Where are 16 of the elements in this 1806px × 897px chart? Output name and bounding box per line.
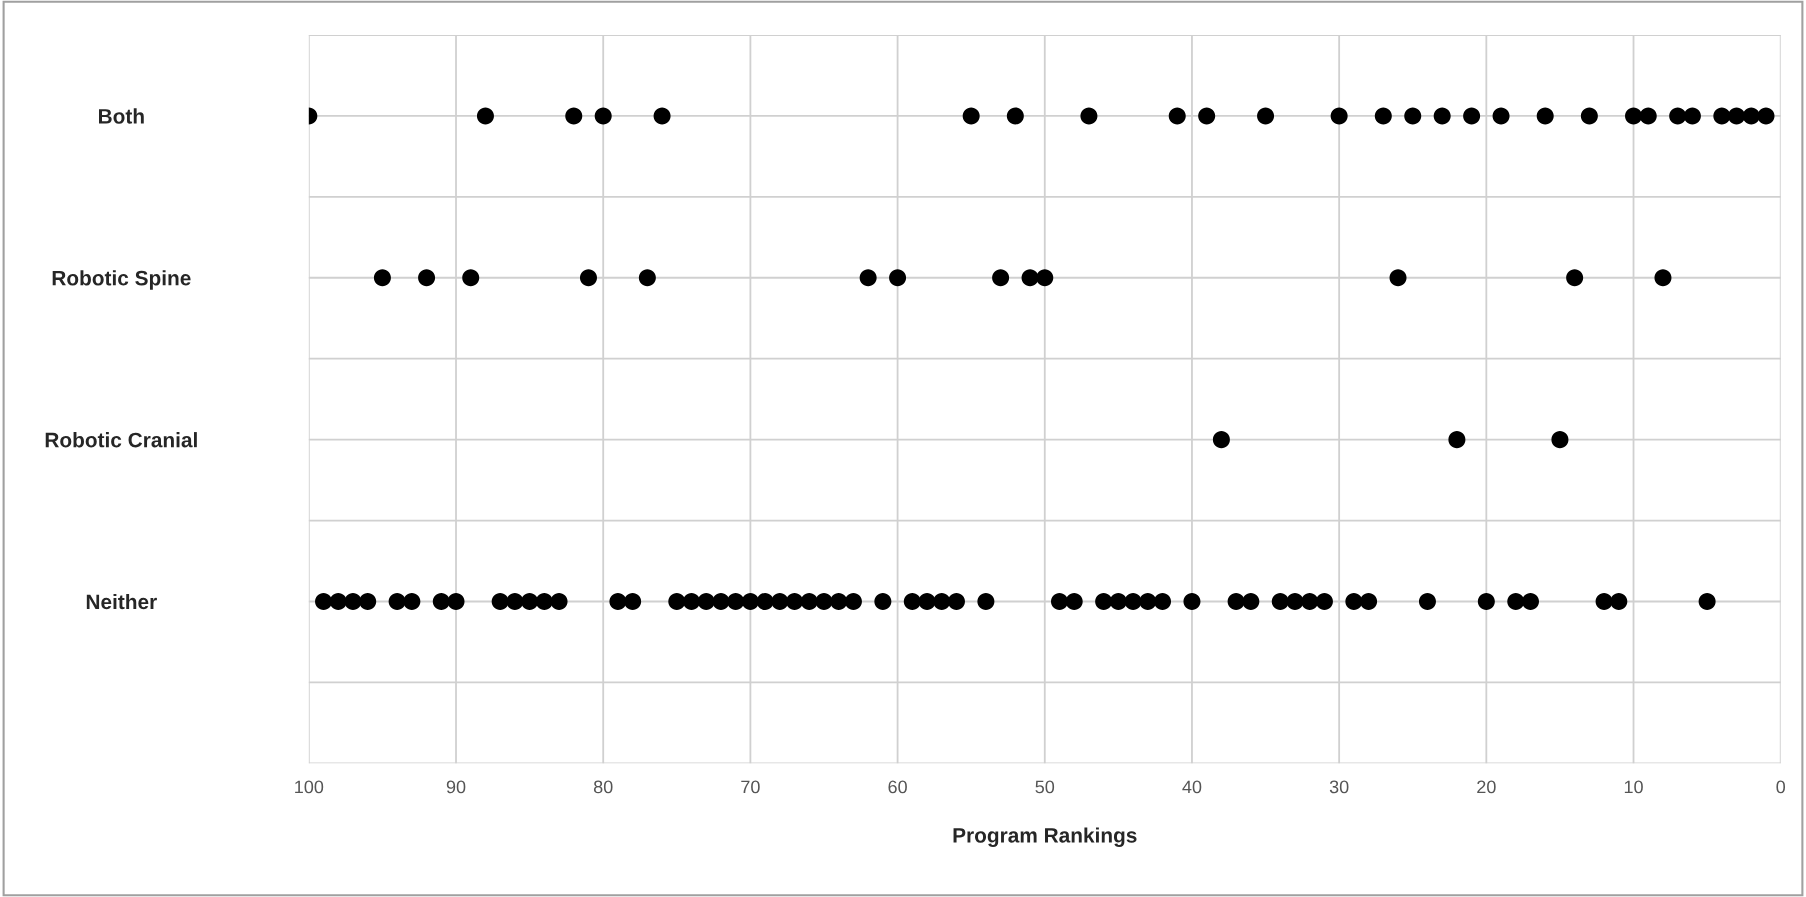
x-tick-label: 90 bbox=[446, 780, 466, 794]
x-tick-label: 50 bbox=[1035, 780, 1055, 794]
y-tick-label: Robotic Cranial bbox=[45, 432, 197, 448]
y-tick-label: Neither bbox=[86, 593, 157, 610]
x-tick-label: 70 bbox=[741, 780, 760, 794]
y-tick-label: Both bbox=[99, 108, 144, 124]
x-tick-label: 80 bbox=[593, 780, 613, 794]
x-tick-label: 10 bbox=[1624, 780, 1643, 794]
y-tick-label: Robotic Spine bbox=[52, 270, 191, 290]
x-axis-title: Program Rankings bbox=[953, 827, 1137, 847]
x-tick-label: 20 bbox=[1477, 780, 1496, 794]
x-tick-label: 0 bbox=[1776, 780, 1786, 794]
x-tick-label: 100 bbox=[295, 780, 324, 794]
x-tick-label: 30 bbox=[1329, 780, 1349, 794]
x-tick-label: 40 bbox=[1182, 780, 1202, 794]
x-tick-label: 60 bbox=[888, 780, 907, 794]
